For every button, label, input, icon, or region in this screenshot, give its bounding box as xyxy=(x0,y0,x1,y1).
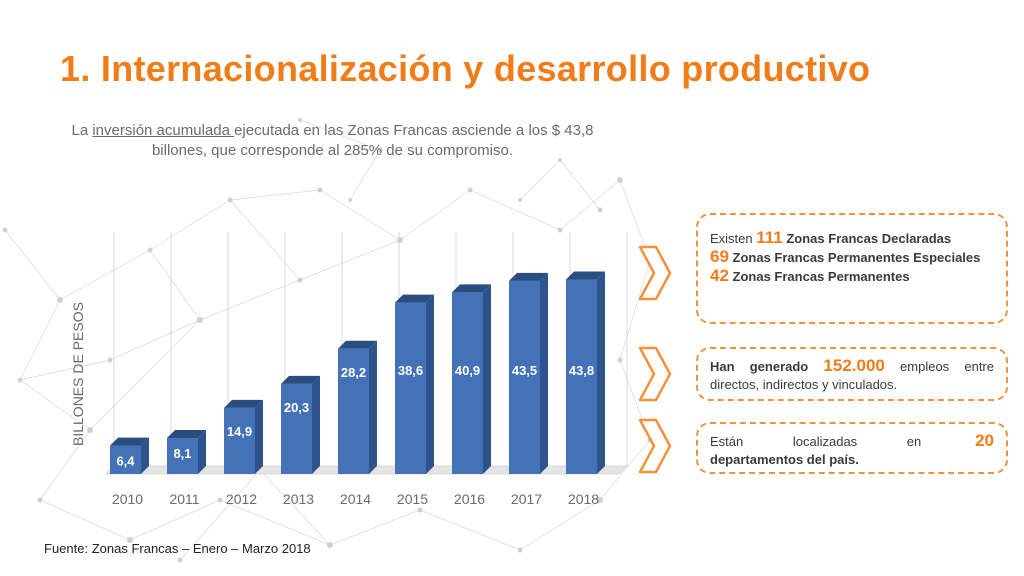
bar-front xyxy=(452,292,483,474)
bar-top xyxy=(338,340,377,349)
bar xyxy=(338,340,377,474)
bar-side xyxy=(255,399,263,474)
bar xyxy=(110,437,149,474)
departments-panel: Están localizadas en 20 departamentos de… xyxy=(696,422,1008,474)
bar-front xyxy=(395,302,426,474)
bar-front xyxy=(566,279,597,474)
subtitle-pre: La xyxy=(71,122,93,139)
bar-side xyxy=(483,284,491,474)
subtitle-highlight: inversión acumulada xyxy=(92,122,235,139)
permanent-count: 42 xyxy=(710,266,729,285)
data-label: 43,5 xyxy=(512,363,537,378)
bar-front xyxy=(167,438,198,474)
bar xyxy=(281,375,320,474)
data-label: 38,6 xyxy=(398,363,423,378)
bar-front xyxy=(509,280,540,474)
slide-title: 1. Internacionalización y desarrollo pro… xyxy=(60,48,871,89)
bar xyxy=(224,399,263,474)
bar-top xyxy=(110,437,149,446)
bar-top xyxy=(395,294,434,303)
bar-top xyxy=(566,271,605,280)
source-note: Fuente: Zonas Francas – Enero – Marzo 20… xyxy=(44,541,311,556)
chevron-right-icon xyxy=(638,346,672,402)
bar xyxy=(452,284,491,474)
declared-pre: Existen xyxy=(710,231,757,246)
bar-top xyxy=(281,375,320,384)
bar-top xyxy=(452,284,491,293)
data-label: 40,9 xyxy=(455,363,480,378)
jobs-post: empleos entre directos, indirectos y vin… xyxy=(710,359,994,392)
bar xyxy=(167,430,206,474)
zones-special-line: 69 Zonas Francas Permanentes Especiales xyxy=(710,248,994,267)
data-label: 28,2 xyxy=(341,365,366,380)
x-tick-label: 2013 xyxy=(283,491,314,507)
bar xyxy=(509,272,548,474)
bar-front xyxy=(338,348,369,474)
bar-side xyxy=(597,271,605,474)
bar-side xyxy=(198,430,206,474)
zones-permanent-line: 42 Zonas Francas Permanentes xyxy=(710,267,994,286)
departments-count: 20 xyxy=(975,431,994,450)
x-tick-label: 2015 xyxy=(397,491,428,507)
x-tick-label: 2010 xyxy=(112,491,143,507)
special-count: 69 xyxy=(710,247,729,266)
departments-line: Están localizadas en 20 xyxy=(710,432,994,451)
bar-side xyxy=(141,437,149,474)
bar-top xyxy=(224,399,263,408)
departments-post: departamentos del país. xyxy=(710,452,859,467)
data-label: 6,4 xyxy=(116,454,135,469)
bar xyxy=(395,294,434,474)
x-tick-label: 2017 xyxy=(511,491,542,507)
zones-count-panel: Existen 111 Zonas Francas Declaradas 69 … xyxy=(696,213,1008,324)
special-label: Zonas Francas Permanentes Especiales xyxy=(728,250,981,265)
data-label: 43,8 xyxy=(569,363,594,378)
zones-declared-line: Existen 111 Zonas Francas Declaradas xyxy=(710,229,994,248)
data-label: 20,3 xyxy=(284,400,309,415)
x-tick-label: 2016 xyxy=(454,491,485,507)
jobs-count: 152.000 xyxy=(823,356,885,375)
jobs-pre: Han generado xyxy=(710,359,824,374)
bar-front xyxy=(224,407,255,474)
bar-front xyxy=(281,383,312,474)
declared-count: 111 xyxy=(756,228,783,247)
declared-label: Zonas Francas Declaradas xyxy=(782,231,952,246)
bar-side xyxy=(312,375,320,474)
departments-pre: Están localizadas en xyxy=(710,434,922,449)
bar-chart: 6,4 2010 8,1 2011 14,9 2012 20,3 2013 28,2 2014 38… xyxy=(105,232,628,507)
subtitle-post: ejecutada en las Zonas Francas asciende … xyxy=(151,122,594,159)
chevron-right-icon xyxy=(638,245,672,301)
bar-top xyxy=(509,272,548,281)
jobs-panel: Han generado 152.000 empleos entre direc… xyxy=(696,347,1008,401)
bar-top xyxy=(167,430,206,439)
chevron-right-icon xyxy=(638,418,672,474)
x-tick-label: 2014 xyxy=(340,491,371,507)
x-tick-label: 2018 xyxy=(568,491,599,507)
bar-side xyxy=(426,294,434,474)
chart-description: La inversión acumulada ejecutada en las … xyxy=(70,121,595,161)
bar xyxy=(566,271,605,474)
permanent-label: Zonas Francas Permanentes xyxy=(728,269,910,284)
data-label: 8,1 xyxy=(173,446,191,461)
bar-side xyxy=(540,272,548,474)
x-tick-label: 2011 xyxy=(169,491,199,507)
data-label: 14,9 xyxy=(227,424,252,439)
x-tick-label: 2012 xyxy=(226,491,257,507)
bar-side xyxy=(369,340,377,474)
bar-front xyxy=(110,445,141,474)
